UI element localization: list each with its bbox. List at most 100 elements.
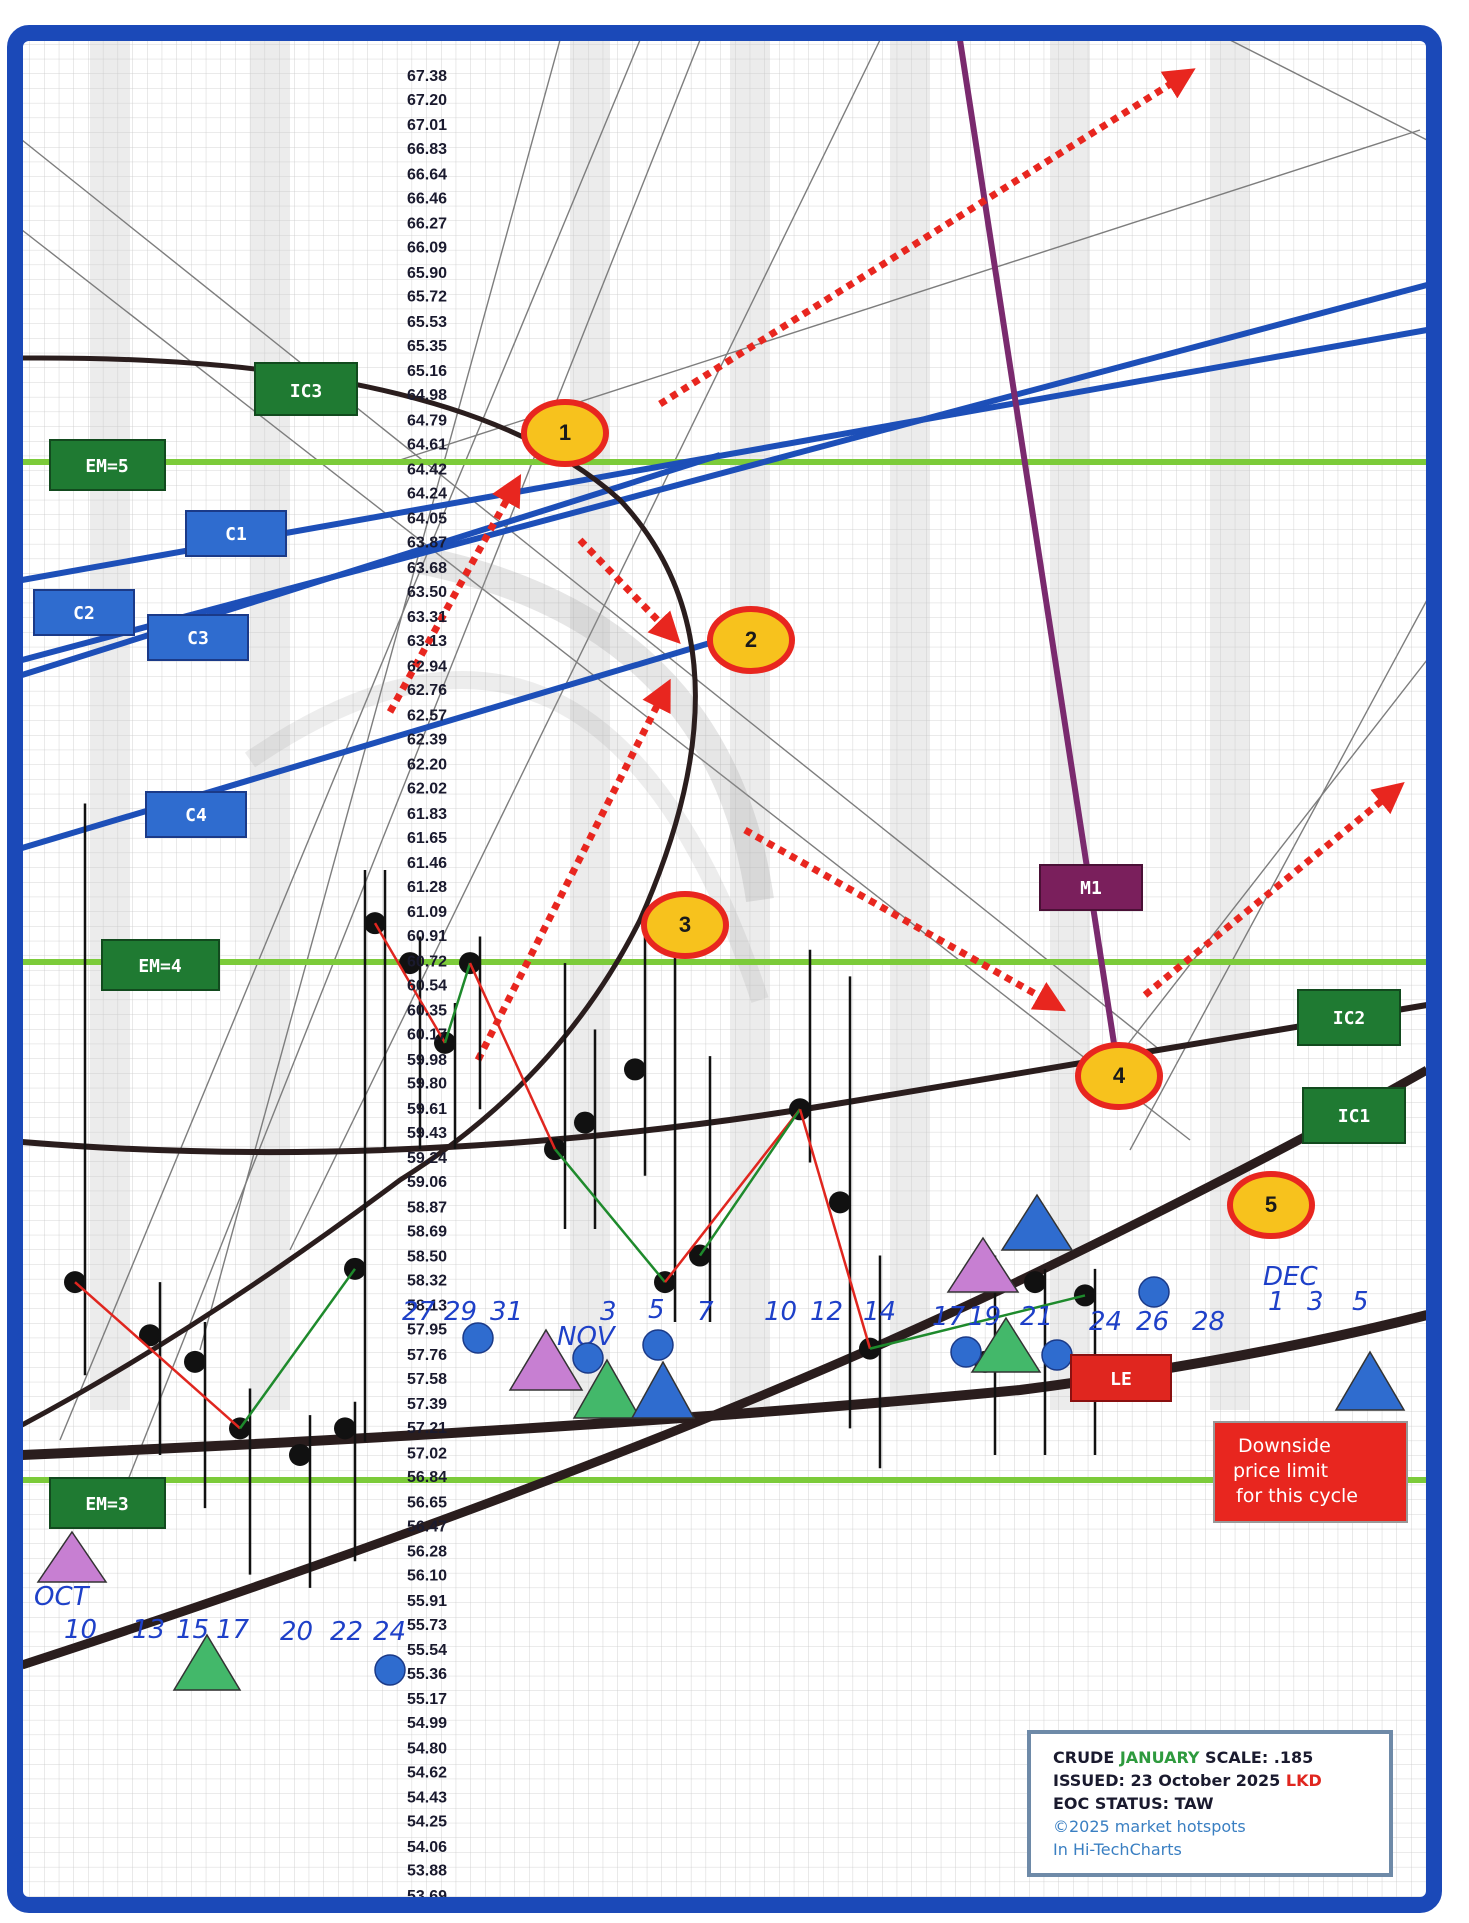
price-tick-label: 60.91 (407, 928, 447, 945)
date-day-nov: 7 (697, 1297, 714, 1327)
price-tick-label: 62.20 (407, 757, 447, 774)
date-day-oct: 20 (280, 1617, 313, 1647)
close-dot (624, 1058, 646, 1081)
svg-text:C1: C1 (225, 524, 247, 545)
date-day-nov: 12 (810, 1297, 843, 1327)
swing-line (74, 1281, 241, 1430)
price-tick-label: 59.06 (407, 1174, 447, 1191)
ic2-label: IC2 (1297, 989, 1401, 1046)
svg-text:C3: C3 (187, 628, 209, 649)
downside-limit-note: Downside price limit for this cycle (1213, 1421, 1408, 1523)
svg-text:EM=4: EM=4 (138, 956, 182, 977)
price-tick-label: 54.62 (407, 1764, 447, 1781)
info-line2-suffix: LKD (1286, 1771, 1322, 1790)
price-tick-label: 62.39 (407, 731, 447, 748)
c2-line (21, 282, 1428, 663)
swing-line (554, 1148, 666, 1283)
swing-line (798, 1108, 872, 1349)
price-tick-label: 61.09 (407, 904, 447, 921)
triangle-markers (36, 1193, 1406, 1691)
price-tick-label: 56.28 (407, 1544, 447, 1561)
close-dot (1024, 1271, 1046, 1294)
point-2: 2 (707, 606, 795, 674)
price-tick-label: 63.68 (407, 560, 447, 577)
price-tick-label: 57.39 (407, 1396, 447, 1413)
date-day-nov: 5 (648, 1295, 665, 1325)
price-tick-label: 66.09 (407, 239, 447, 256)
point-1: 1 (521, 399, 609, 467)
triangle-blue-dec (1334, 1350, 1406, 1411)
ic3-label: IC3 (254, 362, 358, 416)
swing-lines (74, 922, 1086, 1430)
svg-text:IC2: IC2 (1333, 1008, 1366, 1029)
price-tick-label: 59.98 (407, 1052, 447, 1069)
svg-text:3: 3 (679, 912, 691, 937)
price-tick-label: 60.54 (407, 977, 447, 994)
price-tick-label: 55.17 (407, 1691, 447, 1708)
price-tick-label: 66.27 (407, 216, 447, 233)
date-day-nov: 28 (1192, 1307, 1225, 1337)
price-tick-label: 65.53 (407, 314, 447, 331)
price-tick-label: 56.10 (407, 1568, 447, 1585)
svg-text:EM=3: EM=3 (85, 1494, 128, 1515)
svg-text:5: 5 (1265, 1192, 1277, 1217)
lower-curve (21, 1310, 1429, 1460)
em-lines (22, 459, 1427, 1483)
info-line1-suffix: SCALE: .185 (1199, 1748, 1313, 1767)
date-day-nov: 10 (764, 1297, 797, 1327)
price-tick-label: 58.69 (407, 1223, 447, 1240)
price-tick-label: 67.38 (407, 68, 447, 85)
price-tick-label: 55.54 (407, 1642, 447, 1659)
swing-line (698, 1108, 802, 1257)
date-day-oct: 10 (64, 1615, 97, 1645)
price-tick-label: 54.06 (407, 1839, 447, 1856)
price-tick-label: 55.91 (407, 1593, 447, 1610)
c1-label: C1 (185, 510, 287, 557)
date-day-nov: 26 (1136, 1307, 1169, 1337)
price-tick-label: 64.24 (407, 485, 447, 502)
price-tick-label: 64.05 (407, 511, 447, 528)
svg-text:IC1: IC1 (1338, 1106, 1371, 1127)
price-tick-label: 58.32 (407, 1272, 447, 1289)
svg-text:2: 2 (745, 627, 757, 652)
date-day-oct: 27 (402, 1297, 436, 1327)
price-axis: 67.38 67.20 67.01 66.83 66.64 66.46 66.27 66.09… (407, 68, 447, 1905)
c3-label: C3 (147, 614, 249, 661)
date-day-dec: 1 (1268, 1287, 1285, 1317)
price-tick-label: 54.43 (407, 1790, 447, 1807)
price-tick-label: 63.13 (407, 633, 447, 650)
em5-label: EM=5 (49, 439, 166, 491)
triangle-violet-nov (508, 1328, 584, 1391)
price-tick-label: 55.36 (407, 1666, 447, 1683)
info-box: CRUDE JANUARY SCALE: .185 ISSUED: 23 Oct… (1027, 1730, 1393, 1877)
triangle-green-nov21 (970, 1316, 1042, 1373)
price-tick-label: 59.80 (407, 1076, 447, 1093)
date-day-oct: 31 (490, 1297, 523, 1327)
close-dot (289, 1443, 311, 1466)
close-dot (829, 1191, 851, 1214)
price-tick-label: 67.20 (407, 92, 447, 109)
price-tick-label: 64.61 (407, 436, 447, 453)
price-tick-label: 57.58 (407, 1371, 447, 1388)
date-day-oct: 13 (132, 1615, 165, 1645)
svg-text:EM=5: EM=5 (85, 456, 128, 477)
price-tick-label: 65.90 (407, 265, 447, 282)
triangle-violet-nov19 (946, 1236, 1020, 1293)
ic1-curve (20, 1066, 1430, 1670)
price-tick-label: 57.95 (407, 1322, 447, 1339)
c4-line (21, 637, 721, 851)
price-tick-label: 58.50 (407, 1249, 447, 1266)
ic1-label: IC1 (1302, 1087, 1406, 1144)
c3-line (21, 452, 721, 678)
price-tick-label: 64.42 (407, 462, 447, 479)
price-tick-label: 59.61 (407, 1101, 447, 1118)
price-tick-label: 54.80 (407, 1740, 447, 1757)
shade-arc-2 (244, 671, 769, 1003)
price-tick-label: 64.79 (407, 412, 447, 429)
svg-text:1: 1 (559, 420, 571, 445)
svg-text:M1: M1 (1080, 878, 1102, 899)
c2-label: C2 (33, 589, 135, 636)
frame (7, 25, 1442, 1913)
svg-text:ISSUED: 23 October 2025 LKD: ISSUED: 23 October 2025 LKD (1053, 1771, 1322, 1790)
price-tick-label: 58.13 (407, 1298, 447, 1315)
